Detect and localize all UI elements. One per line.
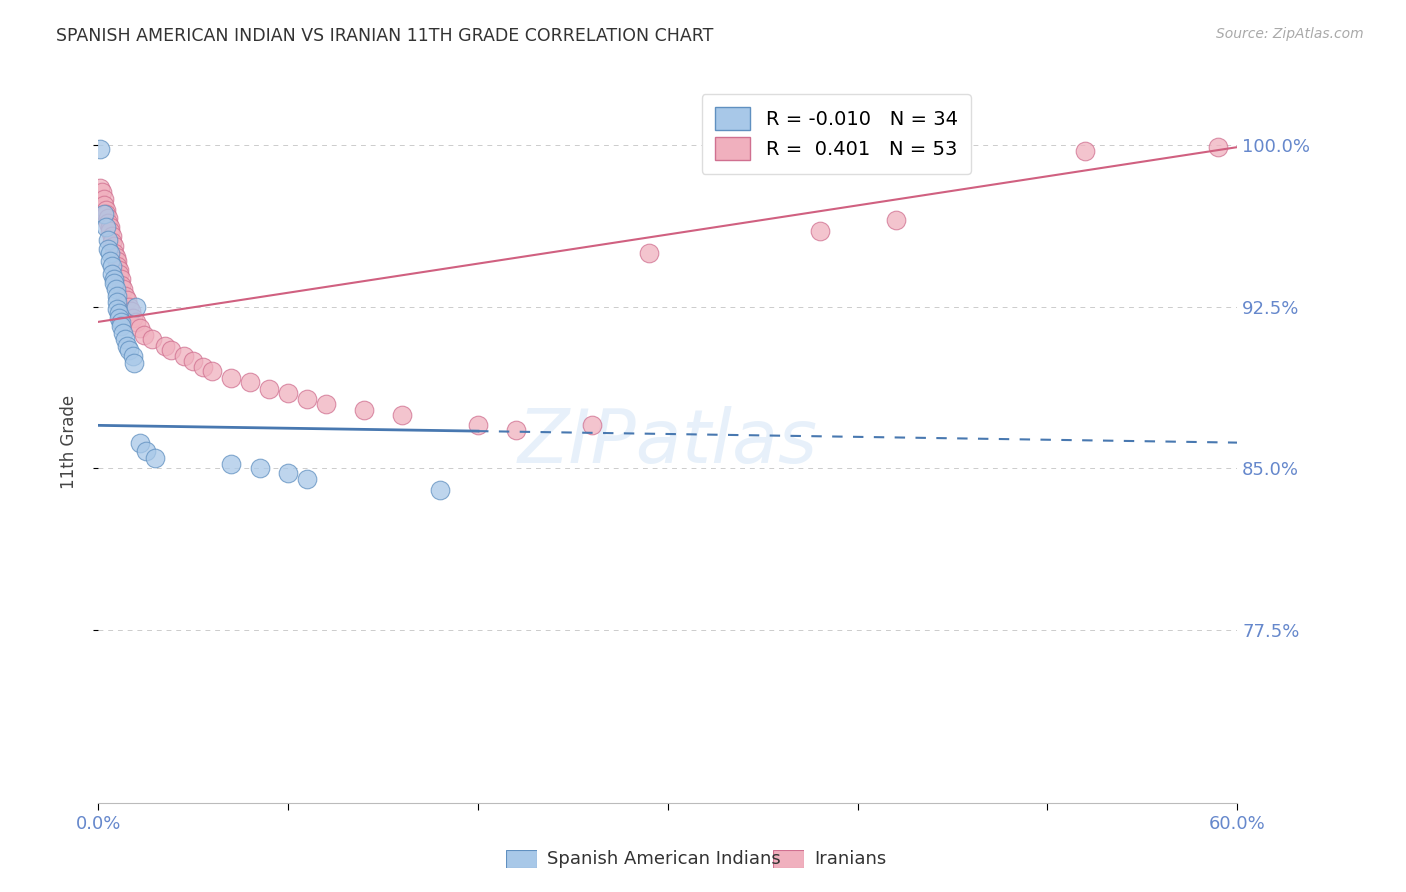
Point [173, 349, 195, 363]
Point [1208, 140, 1230, 154]
Point [100, 268, 122, 282]
Y-axis label: 11th Grade: 11th Grade [59, 394, 77, 489]
Point [581, 418, 603, 433]
Point [118, 300, 141, 314]
Point [315, 397, 337, 411]
Point [107, 254, 129, 268]
Point [353, 403, 375, 417]
Point [97, 233, 120, 247]
Point [277, 386, 299, 401]
Point [114, 289, 136, 303]
Point [118, 343, 141, 357]
Point [129, 321, 152, 335]
Point [191, 360, 214, 375]
Point [132, 327, 155, 342]
Point [297, 472, 319, 486]
Text: Spanish American Indians: Spanish American Indians [547, 850, 780, 868]
Point [638, 245, 661, 260]
Point [98, 219, 121, 234]
Point [94, 207, 117, 221]
Point [98, 224, 121, 238]
Point [129, 435, 152, 450]
Point [183, 353, 205, 368]
Point [110, 271, 132, 285]
Point [103, 271, 125, 285]
Text: Iranians: Iranians [814, 850, 886, 868]
Point [808, 224, 831, 238]
Point [135, 444, 157, 458]
Point [108, 306, 131, 320]
Point [93, 198, 115, 212]
Point [103, 245, 125, 260]
Point [110, 278, 132, 293]
Point [100, 235, 122, 249]
Point [467, 418, 489, 433]
Point [391, 408, 413, 422]
Point [103, 239, 125, 253]
Point [97, 211, 120, 226]
Point [249, 461, 271, 475]
Point [429, 483, 451, 497]
Point [107, 295, 129, 310]
Point [115, 293, 138, 308]
Point [98, 254, 121, 268]
Point [107, 259, 129, 273]
Point [108, 310, 131, 325]
Point [159, 343, 181, 357]
Point [221, 371, 243, 385]
Text: ZIPatlas: ZIPatlas [517, 406, 818, 477]
Point [221, 457, 243, 471]
Point [141, 332, 163, 346]
Point [91, 186, 114, 200]
Point [121, 310, 143, 325]
Point [107, 301, 129, 316]
Text: Source: ZipAtlas.com: Source: ZipAtlas.com [1216, 27, 1364, 41]
Point [239, 376, 262, 390]
Point [115, 338, 138, 352]
Point [1074, 145, 1097, 159]
Point [93, 207, 115, 221]
Point [124, 356, 146, 370]
Point [97, 242, 120, 256]
Point [98, 245, 121, 260]
Point [110, 319, 132, 334]
Point [277, 466, 299, 480]
Point [107, 289, 129, 303]
Point [110, 315, 132, 329]
Point [121, 349, 143, 363]
Point [104, 283, 127, 297]
Point [884, 213, 907, 227]
Point [145, 450, 167, 465]
Point [103, 276, 125, 290]
Point [94, 219, 117, 234]
Point [100, 259, 122, 273]
Legend: R = -0.010   N = 34, R =  0.401   N = 53: R = -0.010 N = 34, R = 0.401 N = 53 [702, 94, 972, 174]
Point [93, 192, 115, 206]
Point [104, 250, 127, 264]
Point [100, 228, 122, 243]
Point [89, 142, 111, 156]
Point [108, 268, 131, 282]
Text: SPANISH AMERICAN INDIAN VS IRANIAN 11TH GRADE CORRELATION CHART: SPANISH AMERICAN INDIAN VS IRANIAN 11TH … [56, 27, 714, 45]
Point [297, 392, 319, 407]
Point [89, 181, 111, 195]
Point [259, 382, 281, 396]
Point [108, 263, 131, 277]
Point [201, 364, 224, 378]
Point [97, 216, 120, 230]
Point [120, 304, 142, 318]
Point [125, 300, 148, 314]
Point [112, 326, 135, 340]
Point [94, 202, 117, 217]
Point [112, 283, 135, 297]
Point [505, 423, 527, 437]
Point [125, 315, 148, 329]
Point [153, 338, 176, 352]
Point [114, 332, 136, 346]
